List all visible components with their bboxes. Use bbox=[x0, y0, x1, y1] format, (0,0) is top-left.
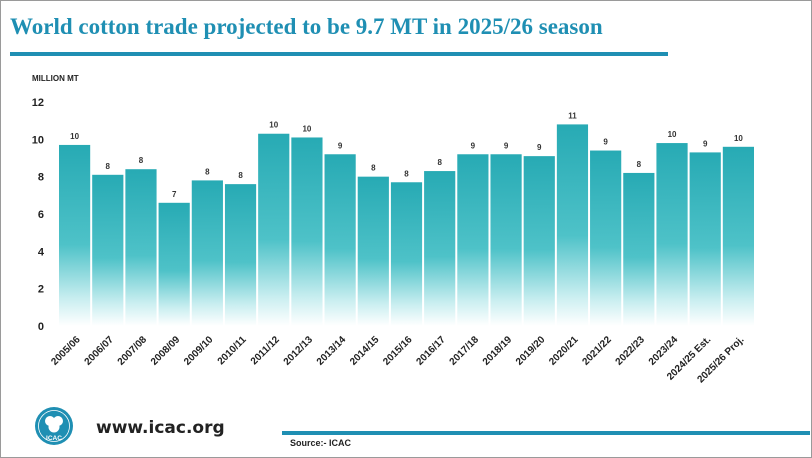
y-tick-label: 2 bbox=[38, 284, 44, 296]
y-tick-label: 4 bbox=[38, 246, 45, 258]
data-label: 8 bbox=[404, 169, 409, 178]
x-tick-label: 2013/14 bbox=[315, 334, 349, 368]
x-tick-label: 2010/11 bbox=[216, 334, 249, 367]
x-tick-label: 2008/09 bbox=[149, 334, 183, 368]
bar bbox=[291, 137, 323, 326]
y-tick-label: 12 bbox=[32, 97, 44, 109]
x-tick-label: 2005/06 bbox=[49, 334, 83, 368]
bars bbox=[59, 124, 754, 327]
y-axis-label: MILLION MT bbox=[32, 74, 79, 83]
x-tick-label: 2022/23 bbox=[614, 334, 648, 368]
x-axis-ticks: 2005/06 2006/07 2007/08 2008/09 2009/10 2010/… bbox=[49, 334, 746, 385]
bar bbox=[424, 171, 456, 326]
data-label: 8 bbox=[637, 160, 642, 169]
data-label: 9 bbox=[504, 141, 509, 150]
bar bbox=[191, 180, 223, 326]
x-tick-label: 2006/07 bbox=[83, 334, 117, 368]
bar bbox=[158, 202, 190, 326]
bar bbox=[390, 182, 423, 326]
x-tick-label: 2015/16 bbox=[381, 334, 415, 368]
cotton-boll-icon: ICAC bbox=[35, 407, 73, 445]
x-tick-label: 2019/20 bbox=[514, 334, 548, 368]
bar bbox=[590, 150, 622, 326]
bar bbox=[457, 154, 489, 326]
data-label: 9 bbox=[471, 141, 476, 150]
bar bbox=[523, 156, 555, 326]
data-label: 8 bbox=[106, 162, 111, 171]
y-axis-ticks: 0 2 4 6 8 10 12 bbox=[32, 97, 45, 333]
bar bbox=[92, 174, 124, 326]
page-title: World cotton trade projected to be 9.7 M… bbox=[10, 14, 603, 39]
website-link[interactable]: www.icac.org bbox=[96, 418, 225, 438]
data-label: 10 bbox=[269, 121, 278, 130]
data-label: 8 bbox=[437, 158, 442, 167]
x-tick-label: 2014/15 bbox=[348, 334, 382, 368]
x-tick-label: 2007/08 bbox=[116, 334, 150, 368]
bar bbox=[324, 154, 356, 326]
x-tick-label: 2011/12 bbox=[249, 334, 282, 367]
bar bbox=[59, 144, 91, 326]
x-tick-label: 2016/17 bbox=[414, 334, 448, 368]
bar bbox=[556, 124, 589, 327]
data-label: 8 bbox=[205, 167, 210, 176]
data-label: 9 bbox=[603, 138, 608, 147]
y-tick-label: 6 bbox=[38, 209, 44, 221]
data-label: 9 bbox=[537, 143, 542, 152]
data-label: 11 bbox=[568, 111, 577, 120]
bar bbox=[722, 146, 754, 326]
data-label: 8 bbox=[371, 164, 376, 173]
source-note: Source:- ICAC bbox=[290, 438, 352, 448]
data-label: 10 bbox=[668, 130, 677, 139]
data-label: 8 bbox=[139, 156, 144, 165]
x-tick-label: 2012/13 bbox=[282, 334, 316, 368]
data-label: 8 bbox=[238, 171, 243, 180]
data-label: 9 bbox=[338, 141, 343, 150]
x-tick-label: 2023/24 bbox=[647, 334, 681, 368]
bar bbox=[224, 184, 257, 326]
source-rule bbox=[282, 431, 810, 435]
y-tick-label: 10 bbox=[32, 134, 44, 146]
x-tick-label: 2020/21 bbox=[547, 334, 581, 368]
bar bbox=[125, 169, 157, 326]
data-labels: 10 8 8 7 8 8 10 10 9 8 8 8 9 9 9 11 9 8 10 9 10 bbox=[70, 111, 743, 198]
bar bbox=[258, 133, 290, 326]
title-underline bbox=[10, 52, 668, 56]
bar bbox=[490, 154, 522, 326]
x-tick-label: 2021/22 bbox=[580, 334, 614, 368]
x-tick-label: 2017/18 bbox=[448, 334, 482, 368]
data-label: 10 bbox=[734, 134, 743, 143]
bar bbox=[623, 172, 655, 326]
bar bbox=[656, 143, 688, 326]
x-tick-label: 2009/10 bbox=[182, 334, 216, 368]
y-tick-label: 8 bbox=[38, 172, 44, 184]
bar bbox=[689, 152, 721, 326]
data-label: 7 bbox=[172, 190, 177, 199]
data-label: 10 bbox=[70, 132, 79, 141]
logo-text: ICAC bbox=[46, 435, 62, 442]
bar bbox=[357, 176, 389, 326]
data-label: 10 bbox=[302, 124, 311, 133]
x-tick-label: 2018/19 bbox=[481, 334, 515, 368]
data-label: 9 bbox=[703, 139, 708, 148]
y-tick-label: 0 bbox=[38, 321, 44, 333]
